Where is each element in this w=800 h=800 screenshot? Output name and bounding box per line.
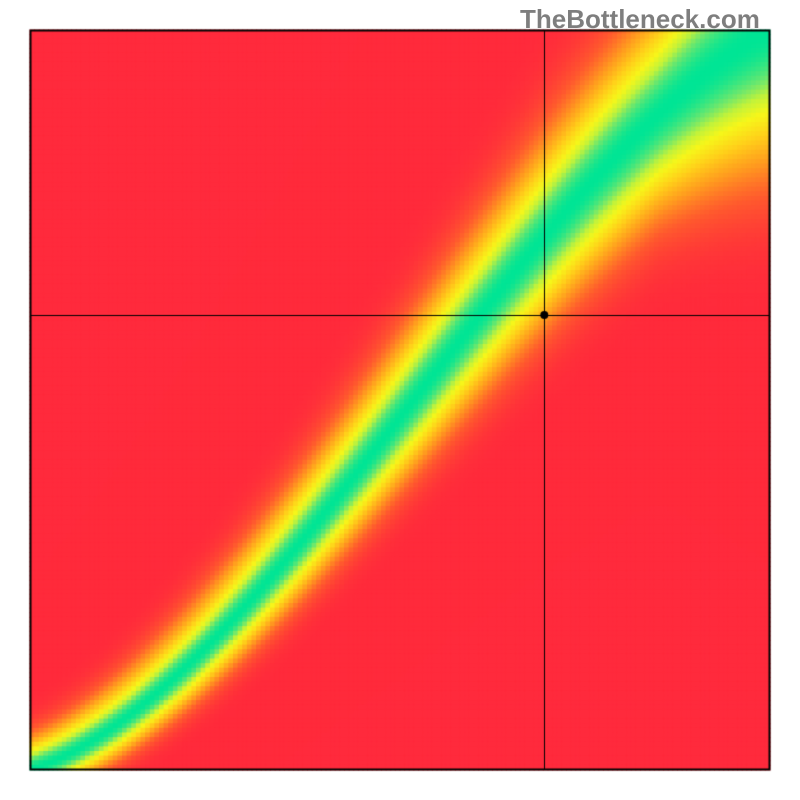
root-container: TheBottleneck.com	[0, 0, 800, 800]
heatmap-canvas	[0, 0, 800, 800]
watermark-text: TheBottleneck.com	[520, 4, 760, 35]
